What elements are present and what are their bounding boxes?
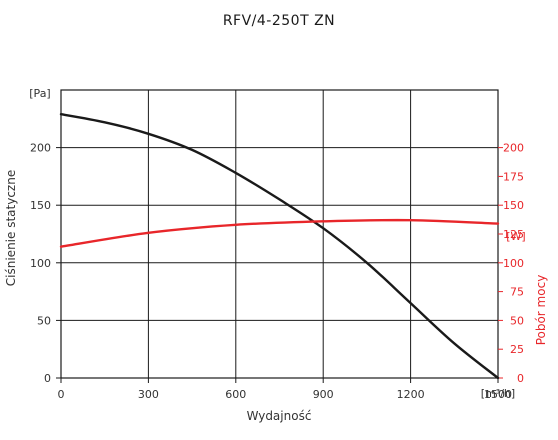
- bottom-tick-label: 0: [58, 388, 65, 401]
- right-axis-ticks: 0 25 50 75 100 125 150 175 200: [498, 142, 524, 385]
- right-tick-label: 0: [517, 372, 524, 385]
- bottom-tick-label: 300: [138, 388, 159, 401]
- bottom-tick-label: 1500: [484, 388, 512, 401]
- left-tick-label: 0: [44, 372, 51, 385]
- right-tick-label: 75: [510, 286, 524, 299]
- left-tick-label: 200: [30, 142, 51, 155]
- y-unit-label: [Pa]: [29, 87, 50, 100]
- plot-frame: [60, 89, 499, 379]
- series: [59, 113, 500, 380]
- left-tick-label: 100: [30, 257, 51, 270]
- right-tick-label: 175: [503, 170, 524, 183]
- y-axis-title: Ciśnienie statyczne: [4, 170, 18, 286]
- chart-title: RFV/4-250T ZN: [223, 13, 335, 29]
- left-axis-ticks: 0 50 100 150 200: [30, 142, 61, 385]
- right-tick-label: 100: [503, 257, 524, 270]
- y2-unit-label: [W]: [506, 230, 525, 243]
- left-tick-label: 50: [37, 314, 51, 327]
- power-consumption-line: [59, 218, 500, 248]
- x-unit-label: [m³/h]: [481, 387, 515, 400]
- bottom-axis-ticks: 0 300 600 900 1200 1500: [58, 378, 512, 401]
- right-tick-label: 25: [510, 343, 524, 356]
- right-tick-label: 50: [510, 314, 524, 327]
- grid: [60, 89, 499, 379]
- y2-axis-title: Pobór mocy: [534, 275, 548, 346]
- static-pressure-line: [59, 113, 500, 380]
- right-tick-label: 200: [503, 142, 524, 155]
- right-tick-label: 125: [503, 228, 524, 241]
- right-tick-label: 150: [503, 199, 524, 212]
- x-axis-title: Wydajność: [247, 409, 312, 423]
- bottom-tick-label: 900: [313, 388, 334, 401]
- bottom-tick-label: 600: [225, 388, 246, 401]
- bottom-tick-label: 1200: [397, 388, 425, 401]
- left-tick-label: 150: [30, 199, 51, 212]
